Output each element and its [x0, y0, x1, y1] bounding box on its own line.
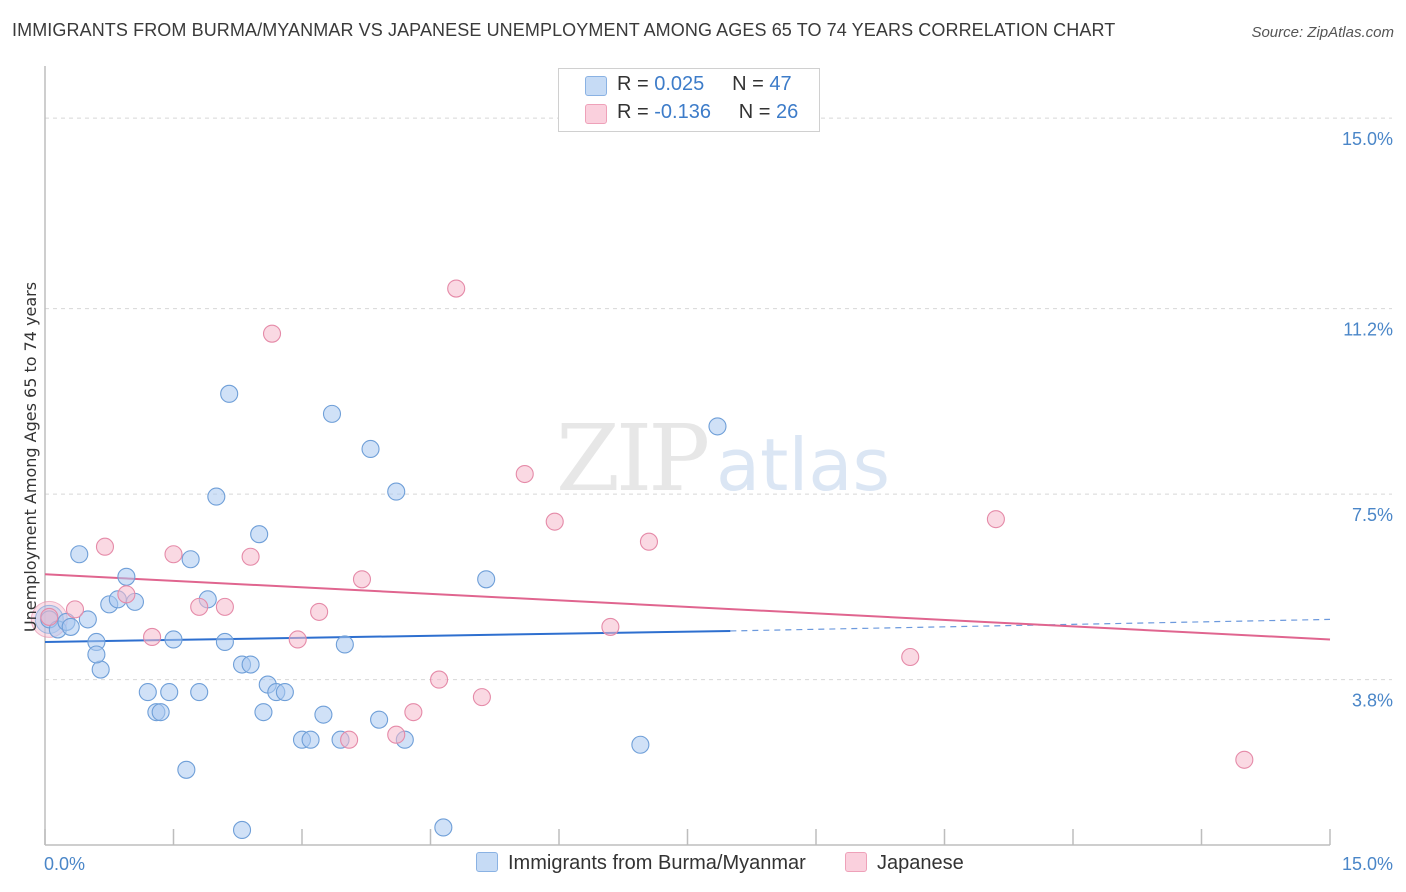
- point-burma: [190, 683, 209, 702]
- point-japanese: [901, 647, 920, 667]
- point-burma: [138, 683, 157, 702]
- point-japanese: [601, 617, 620, 636]
- point-japanese: [310, 602, 329, 621]
- trend-line-japanese: [44, 573, 1331, 641]
- bottom-legend-label-japanese: Japanese: [877, 852, 964, 874]
- bottom-legend-japanese: Japanese: [845, 852, 964, 875]
- legend-r-value: -0.136: [654, 101, 711, 123]
- point-japanese: [215, 597, 234, 616]
- point-japanese: [639, 532, 659, 551]
- y-tick-label: 7.5%: [1352, 505, 1393, 525]
- point-burma: [70, 545, 89, 564]
- y-tick-label: 15.0%: [1342, 129, 1393, 149]
- watermark-zip: ZIP: [556, 405, 707, 512]
- grid-lines: [45, 117, 1392, 681]
- point-japanese: [387, 725, 406, 744]
- point-japanese: [95, 537, 115, 556]
- point-burma: [117, 567, 136, 586]
- point-burma: [220, 384, 239, 403]
- point-burma: [61, 617, 80, 636]
- legend-n-label: N =: [738, 101, 771, 123]
- point-burma: [78, 610, 97, 629]
- point-burma: [314, 705, 333, 724]
- point-japanese: [288, 630, 307, 649]
- point-burma: [215, 632, 234, 652]
- point-japanese: [262, 324, 282, 343]
- legend-n-value: 26: [776, 101, 799, 123]
- point-burma: [177, 760, 196, 779]
- legend-r-label: R =: [617, 73, 649, 95]
- point-burma: [322, 404, 342, 423]
- point-burma: [151, 703, 170, 722]
- point-burma: [335, 635, 354, 654]
- bottom-legend-burma: Immigrants from Burma/Myanmar: [476, 852, 806, 875]
- point-japanese: [143, 627, 162, 647]
- x-tick-label: 15.0%: [1342, 854, 1393, 874]
- source-credit: Source: ZipAtlas.com: [1251, 24, 1394, 41]
- point-japanese: [190, 597, 209, 616]
- point-burma: [254, 703, 273, 722]
- legend-n-value: 47: [769, 73, 792, 95]
- trend-lines: [44, 573, 1331, 643]
- point-japanese: [404, 703, 423, 722]
- x-tick-label: 0.0%: [44, 854, 85, 874]
- point-japanese: [1235, 750, 1254, 769]
- point-burma: [387, 482, 406, 501]
- point-burma: [241, 655, 260, 674]
- point-burma: [207, 487, 226, 506]
- chart-title: IMMIGRANTS FROM BURMA/MYANMAR VS JAPANES…: [12, 20, 1116, 40]
- x-tick-labels: 0.0% 15.0%: [44, 854, 1393, 874]
- legend-swatch-japanese: [585, 104, 607, 124]
- y-tick-label: 3.8%: [1352, 691, 1393, 711]
- point-burma: [160, 683, 179, 702]
- watermark: ZIP atlas: [556, 405, 890, 512]
- point-japanese: [65, 600, 85, 619]
- watermark-atlas: atlas: [716, 423, 890, 507]
- legend-r-value: 0.025: [654, 73, 705, 95]
- point-burma: [370, 710, 389, 729]
- point-burma: [708, 417, 727, 436]
- point-burma: [181, 550, 200, 569]
- point-burma: [232, 820, 252, 840]
- point-japanese: [430, 670, 449, 689]
- point-burma: [361, 439, 380, 459]
- point-japanese: [340, 730, 359, 749]
- bottom-legend-swatch-burma: [476, 852, 498, 872]
- data-points: [30, 279, 1254, 840]
- point-burma: [164, 630, 183, 649]
- point-japanese: [986, 510, 1005, 529]
- point-japanese: [164, 545, 183, 564]
- axes: [44, 66, 1331, 846]
- point-burma: [631, 735, 650, 754]
- bottom-legend-label-burma: Immigrants from Burma/Myanmar: [508, 852, 806, 874]
- point-japanese: [241, 547, 260, 566]
- point-burma: [301, 730, 320, 749]
- legend-n-label: N =: [732, 73, 764, 95]
- point-burma: [477, 570, 496, 589]
- point-japanese: [40, 607, 59, 626]
- y-tick-labels: 3.8% 7.5% 11.2% 15.0%: [1342, 129, 1393, 710]
- point-burma: [275, 683, 294, 702]
- point-japanese: [117, 585, 136, 604]
- point-burma: [250, 525, 269, 544]
- point-japanese: [472, 688, 491, 707]
- point-japanese: [447, 279, 466, 298]
- point-japanese: [545, 512, 564, 531]
- point-japanese: [515, 464, 534, 484]
- point-burma: [91, 660, 110, 679]
- legend: R = 0.025 N = 47 R = -0.136 N = 26: [558, 68, 820, 132]
- point-japanese: [352, 570, 372, 589]
- y-tick-label: 11.2%: [1343, 320, 1393, 340]
- bottom-legend-swatch-japanese: [845, 852, 867, 872]
- point-burma: [434, 818, 453, 837]
- legend-swatch-burma: [585, 76, 607, 96]
- y-axis-label: Unemployment Among Ages 65 to 74 years: [21, 282, 40, 632]
- legend-r-label: R =: [617, 101, 649, 123]
- point-burma: [87, 645, 106, 664]
